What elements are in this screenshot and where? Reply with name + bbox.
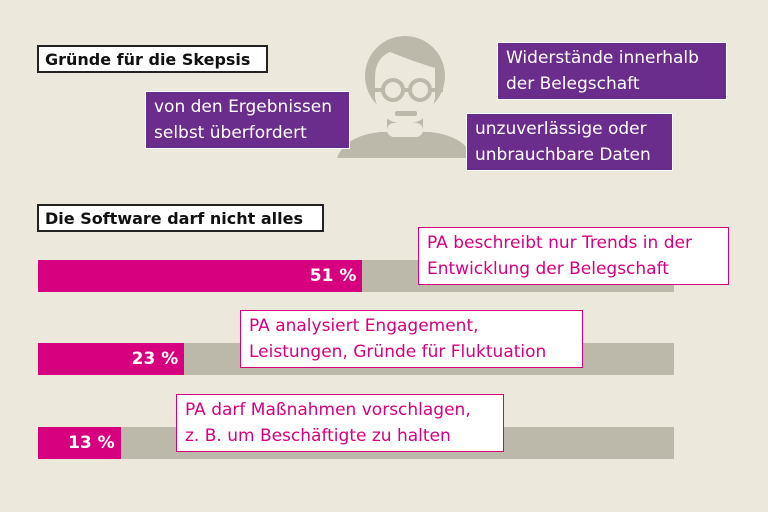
category-text: PA darf Maßnahmen vorschlagen,	[185, 400, 471, 420]
bar: 51 %	[38, 260, 363, 292]
reason-text: der Belegschaft	[506, 74, 640, 94]
bar-category-label: PA darf Maßnahmen vorschlagen, z. B. um B…	[176, 394, 504, 452]
category-text: Leistungen, Gründe für Fluktuation	[249, 342, 547, 362]
reason-text: unbrauchbare Daten	[475, 145, 651, 165]
person-with-glasses-icon	[337, 36, 473, 158]
bar: 23 %	[38, 343, 185, 375]
section-header-software: Die Software darf nicht alles	[37, 204, 324, 232]
bar: 13 %	[38, 427, 121, 459]
reason-box-data: unzuverlässige oder unbrauchbare Daten	[466, 113, 673, 171]
section-header-reasons: Gründe für die Skepsis	[37, 45, 268, 73]
reason-text: Widerstände innerhalb	[506, 48, 699, 68]
bar-value-label: 23 %	[131, 349, 179, 369]
reason-box-resistance: Widerstände innerhalb der Belegschaft	[497, 42, 727, 100]
category-text: Entwicklung der Belegschaft	[427, 259, 669, 279]
reason-box-overwhelmed: von den Ergebnissen selbst überfordert	[145, 91, 350, 149]
category-text: PA beschreibt nur Trends in der	[427, 233, 692, 253]
bar-category-label: PA analysiert Engagement, Leistungen, Grü…	[240, 310, 583, 368]
category-text: z. B. um Beschäftigte zu halten	[185, 426, 451, 446]
reason-text: von den Ergebnissen	[154, 97, 332, 117]
bar-category-label: PA beschreibt nur Trends in der Entwicklu…	[418, 227, 729, 285]
category-text: PA analysiert Engagement,	[249, 316, 479, 336]
reason-text: selbst überfordert	[154, 123, 307, 143]
reason-text: unzuverlässige oder	[475, 119, 647, 139]
bar-value-label: 13 %	[68, 433, 115, 453]
bar-value-label: 51 %	[309, 266, 357, 286]
